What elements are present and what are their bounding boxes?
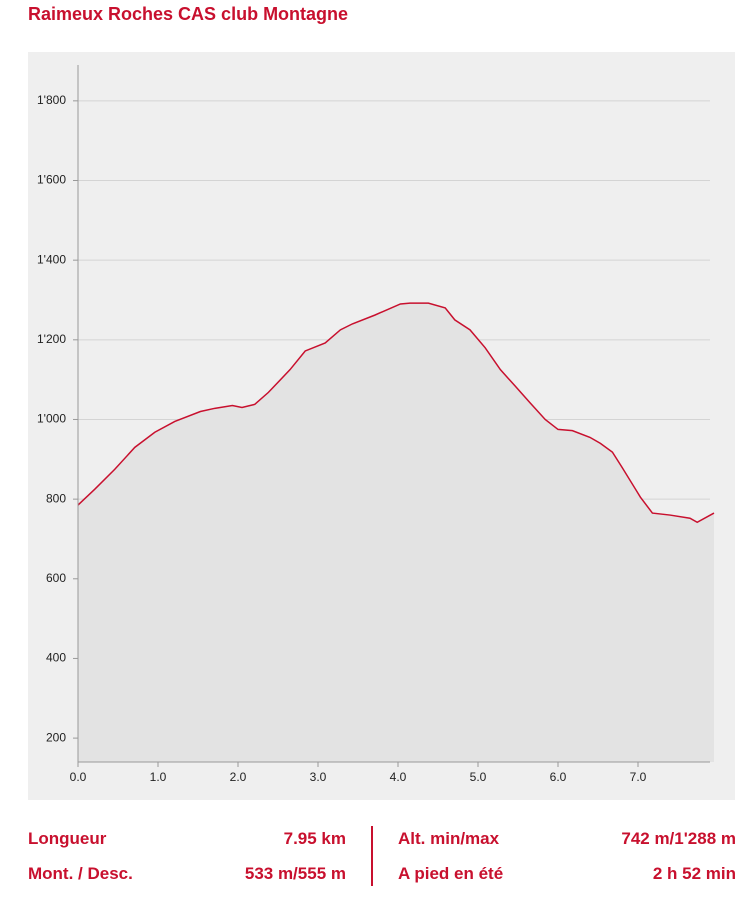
stat-value: 742 m/1'288 m bbox=[621, 829, 736, 848]
divider bbox=[371, 826, 373, 886]
area bbox=[78, 303, 714, 762]
x-tick-label: 1.0 bbox=[150, 770, 167, 784]
x-tick-label: 2.0 bbox=[230, 770, 247, 784]
x-tick-label: 3.0 bbox=[310, 770, 327, 784]
chart: 200 400 600 800 1'000 1'200 1'400 1'600 1'800 0.0… bbox=[28, 52, 735, 800]
y-tick-label: 1'600 bbox=[37, 173, 66, 187]
stat-label: A pied en été bbox=[398, 864, 504, 883]
x-tick-label: 5.0 bbox=[470, 770, 487, 784]
stat-value: 7.95 km bbox=[283, 829, 346, 848]
stat-label: Alt. min/max bbox=[398, 829, 500, 848]
y-tick-label: 1'800 bbox=[37, 93, 66, 107]
y-tick-label: 1'200 bbox=[37, 332, 66, 346]
stat-value: 2 h 52 min bbox=[652, 864, 736, 883]
y-tick-label: 1'000 bbox=[37, 412, 66, 426]
y-tick-label: 400 bbox=[46, 651, 66, 665]
x-tick-label: 0.0 bbox=[70, 770, 87, 784]
line bbox=[77, 302, 715, 524]
stat-label: Mont. / Desc. bbox=[28, 864, 133, 883]
y-tick-label: 800 bbox=[46, 491, 66, 505]
y-tick-label: 1'400 bbox=[37, 252, 66, 266]
y-tick-label: 200 bbox=[46, 730, 66, 744]
chart-title: Raimeux Roches CAS club Montagne bbox=[28, 4, 349, 24]
x-tick-label: 7.0 bbox=[630, 770, 647, 784]
x-tick-label: 6.0 bbox=[550, 770, 567, 784]
stat-label: Longueur bbox=[28, 829, 107, 848]
y-tick-label: 600 bbox=[46, 571, 66, 585]
stat-value: 533 m/555 m bbox=[244, 864, 346, 883]
x-tick-label: 4.0 bbox=[390, 770, 407, 784]
